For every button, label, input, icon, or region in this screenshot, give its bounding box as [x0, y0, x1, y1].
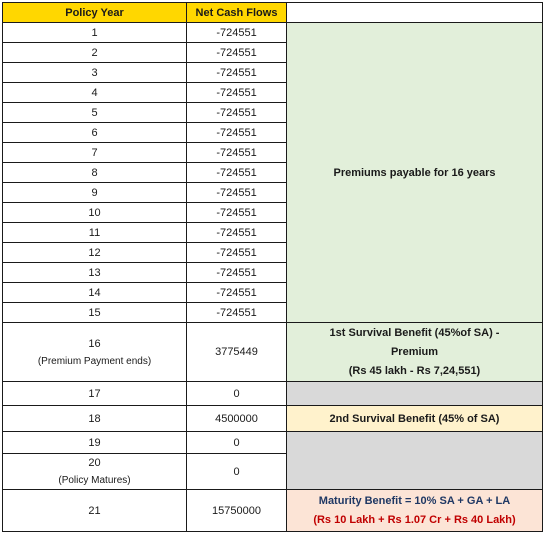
net-cash-flow-cell[interactable]: 15750000: [186, 489, 287, 532]
header-blank-cell[interactable]: [286, 2, 543, 23]
net-cash-flow-cell[interactable]: 0: [186, 453, 287, 490]
policy-year-cell[interactable]: 18: [2, 405, 187, 432]
policy-year-cell[interactable]: 7: [2, 142, 187, 163]
table-row: 13 -724551: [2, 262, 543, 283]
table-row: 8 -724551: [2, 162, 543, 183]
policy-year-cell[interactable]: 20 (Policy Matures): [2, 453, 187, 490]
policy-year-cell[interactable]: 2: [2, 42, 187, 63]
header-row: Policy Year Net Cash Flows: [2, 2, 543, 23]
table-row: 9 -724551: [2, 182, 543, 203]
table-row: 17 0: [2, 381, 543, 406]
net-cash-flow-cell[interactable]: -724551: [186, 162, 287, 183]
net-cash-flow-cell[interactable]: -724551: [186, 222, 287, 243]
policy-year-cell[interactable]: 19: [2, 431, 187, 454]
policy-year-note: (Policy Matures): [58, 475, 131, 486]
net-cash-flow-cell[interactable]: 0: [186, 431, 287, 454]
first-survival-line-2: Premium: [390, 345, 439, 358]
net-cash-flow-cell[interactable]: -724551: [186, 102, 287, 123]
net-cash-flow-cell[interactable]: -724551: [186, 22, 287, 43]
policy-year-cell[interactable]: 16 (Premium Payment ends): [2, 322, 187, 382]
net-cash-flow-cell[interactable]: 0: [186, 381, 287, 406]
policy-year-cell[interactable]: 13: [2, 262, 187, 283]
policy-year-cell[interactable]: 8: [2, 162, 187, 183]
policy-year-cell[interactable]: 4: [2, 82, 187, 103]
policy-year-cell[interactable]: 17: [2, 381, 187, 406]
policy-year-cell[interactable]: 12: [2, 242, 187, 263]
policy-year-cell[interactable]: 1: [2, 22, 187, 43]
net-cash-flow-cell[interactable]: -724551: [186, 82, 287, 103]
net-cash-flow-cell[interactable]: -724551: [186, 302, 287, 323]
policy-year-cell[interactable]: 21: [2, 489, 187, 532]
table-row: 2 -724551: [2, 42, 543, 63]
first-survival-line-1: 1st Survival Benefit (45%of SA) -: [329, 326, 500, 339]
header-policy-year[interactable]: Policy Year: [2, 2, 187, 23]
table-row: 4 -724551: [2, 82, 543, 103]
header-net-cash-flows[interactable]: Net Cash Flows: [186, 2, 287, 23]
policy-year-cell[interactable]: 5: [2, 102, 187, 123]
net-cash-flow-cell[interactable]: -724551: [186, 62, 287, 83]
table-row: 1 -724551 Premiums payable for 16 years: [2, 22, 543, 323]
blank-note-cell[interactable]: [286, 431, 543, 490]
first-survival-note-cell[interactable]: 1st Survival Benefit (45%of SA) - Premiu…: [286, 322, 543, 382]
net-cash-flow-cell[interactable]: -724551: [186, 122, 287, 143]
maturity-line-2: (Rs 10 Lakh + Rs 1.07 Cr + Rs 40 Lakh): [313, 513, 516, 526]
policy-year-note: (Premium Payment ends): [37, 355, 152, 367]
second-survival-note-cell[interactable]: 2nd Survival Benefit (45% of SA): [286, 405, 543, 432]
table-row: 19 0: [2, 431, 543, 490]
table-row: 10 -724551: [2, 202, 543, 223]
table-row: 5 -724551: [2, 102, 543, 123]
table-row: 6 -724551: [2, 122, 543, 143]
policy-year-cell[interactable]: 10: [2, 202, 187, 223]
premiums-note-cell[interactable]: Premiums payable for 16 years: [286, 22, 543, 323]
policy-year-value: 16: [88, 337, 101, 350]
blank-note-cell[interactable]: [286, 381, 543, 406]
policy-year-cell[interactable]: 14: [2, 282, 187, 303]
policy-year-cell[interactable]: 11: [2, 222, 187, 243]
policy-year-cell[interactable]: 9: [2, 182, 187, 203]
net-cash-flow-cell[interactable]: -724551: [186, 42, 287, 63]
table-row: 7 -724551: [2, 142, 543, 163]
table-row: 21 15750000 Maturity Benefit = 10% SA + …: [2, 489, 543, 532]
net-cash-flow-cell[interactable]: -724551: [186, 282, 287, 303]
net-cash-flow-cell[interactable]: -724551: [186, 142, 287, 163]
net-cash-flow-cell[interactable]: 3775449: [186, 322, 287, 382]
table-row: 11 -724551: [2, 222, 543, 243]
net-cash-flow-cell[interactable]: -724551: [186, 262, 287, 283]
policy-year-cell[interactable]: 6: [2, 122, 187, 143]
net-cash-flow-cell[interactable]: -724551: [186, 202, 287, 223]
maturity-note-cell[interactable]: Maturity Benefit = 10% SA + GA + LA (Rs …: [286, 489, 543, 532]
table-row: 18 4500000 2nd Survival Benefit (45% of …: [2, 405, 543, 432]
net-cash-flow-cell[interactable]: -724551: [186, 182, 287, 203]
table-row: 14 -724551: [2, 282, 543, 303]
policy-year-cell[interactable]: 3: [2, 62, 187, 83]
net-cash-flow-cell[interactable]: -724551: [186, 242, 287, 263]
maturity-line-1: Maturity Benefit = 10% SA + GA + LA: [318, 494, 511, 507]
first-survival-line-3: (Rs 45 lakh - Rs 7,24,551): [348, 364, 481, 377]
policy-year-cell[interactable]: 15: [2, 302, 187, 323]
net-cash-flow-cell[interactable]: 4500000: [186, 405, 287, 432]
table-row: 16 (Premium Payment ends) 3775449 1st Su…: [2, 322, 543, 382]
policy-year-value: 20: [88, 457, 101, 469]
